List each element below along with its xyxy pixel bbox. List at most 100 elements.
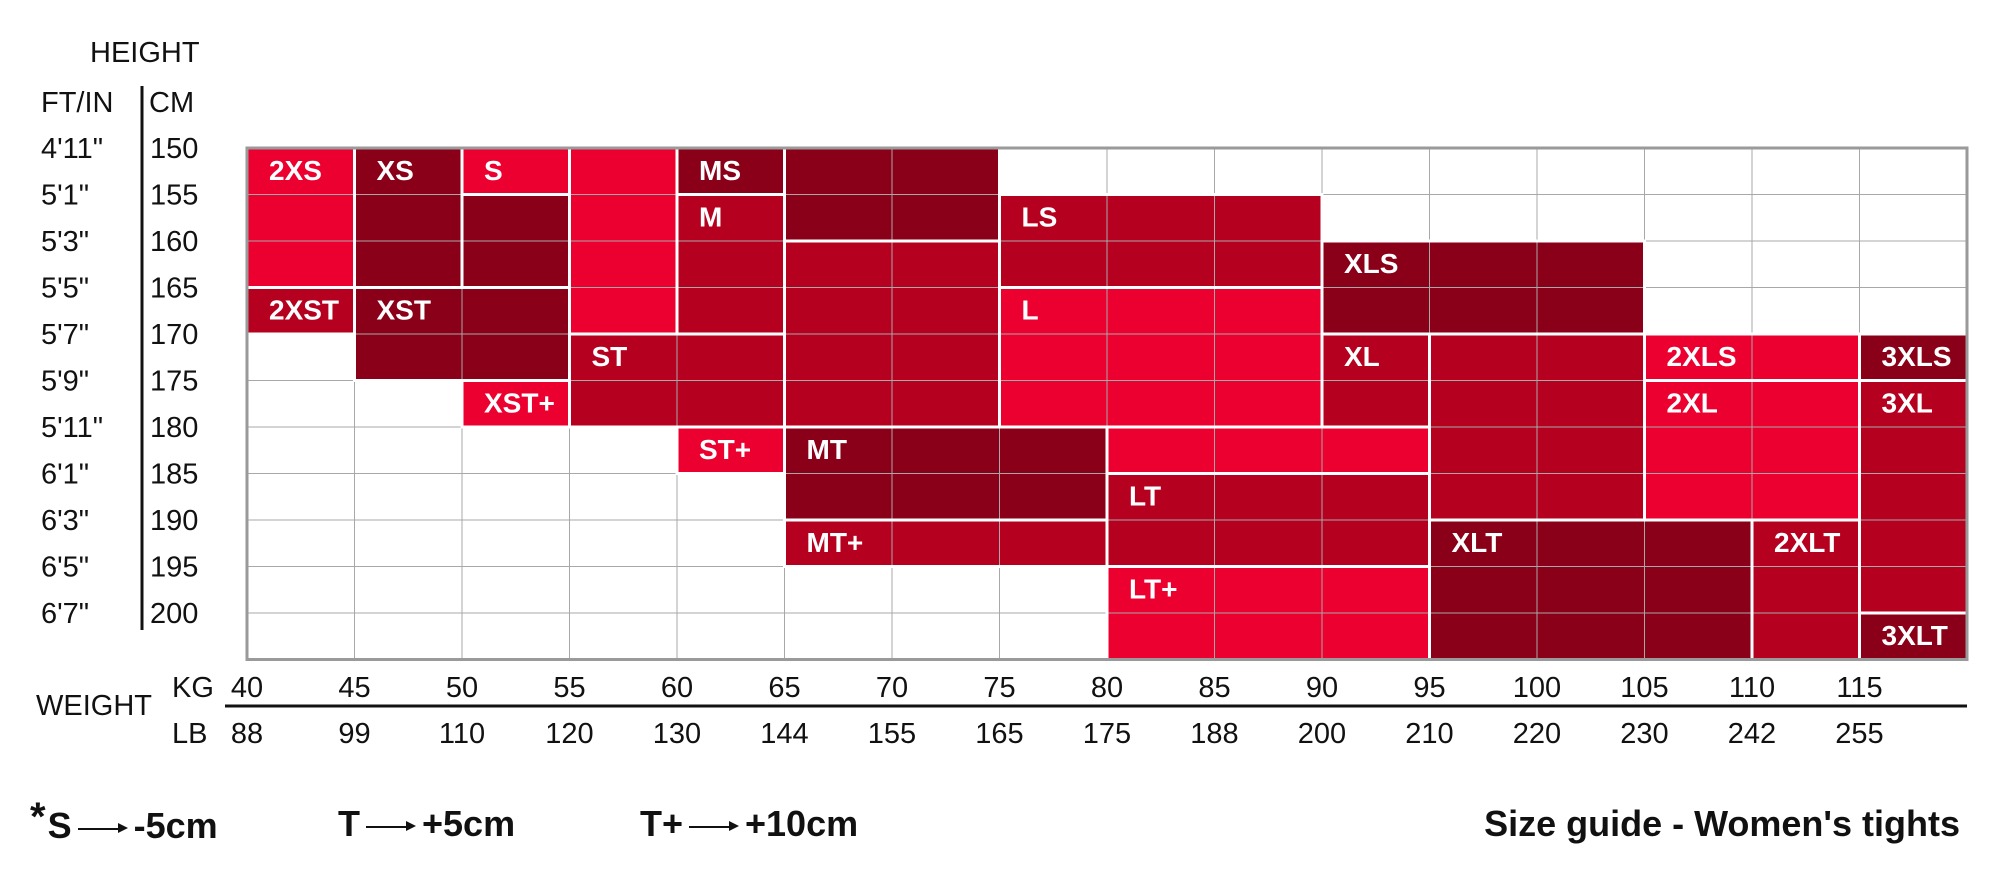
- zone-s-part-0: [462, 148, 570, 195]
- legend-s: *S -5cm: [30, 795, 218, 848]
- height-tick-ftin: 6'3": [41, 505, 89, 537]
- height-header: HEIGHT: [90, 37, 200, 69]
- legend-tplus-value: +10cm: [745, 803, 859, 844]
- axis-layer: HEIGHT FT/IN CM 4'11" 150 5'1" 155 5'3" 160 5'5" 1…: [36, 37, 1967, 750]
- weight-tick-lb: 165: [975, 718, 1023, 750]
- weight-tick-kg: 110: [1729, 672, 1775, 704]
- weight-tick-kg: 100: [1513, 672, 1561, 704]
- weight-tick-lb: 200: [1298, 718, 1346, 750]
- weight-unit-kg: KG: [172, 672, 214, 704]
- weight-tick-lb: 242: [1728, 718, 1776, 750]
- zone-label-3xls: 3XLS: [1882, 341, 1952, 372]
- zone-l-part-1: [1107, 427, 1430, 474]
- zone-label-st: ST: [592, 341, 628, 372]
- height-tick-cm: 160: [150, 226, 198, 258]
- zone-label-xst-plus: XST+: [484, 388, 555, 419]
- zone-xlt-part-0: [1429, 520, 1752, 660]
- weight-tick-lb: 130: [653, 718, 701, 750]
- arrow-right-icon: [77, 810, 128, 846]
- legend-s-key: S: [47, 805, 72, 846]
- legend-tplus-key: T+: [640, 803, 684, 844]
- weight-tick-kg: 75: [983, 672, 1015, 704]
- zone-2xlt-part-0: [1752, 520, 1860, 660]
- labels-layer: 2XS XS S 2XST XST ST XST+ ST+ MS M MT MT+ LS L LT LT+ XL…: [269, 155, 1952, 651]
- zone-label-xl: XL: [1344, 341, 1380, 372]
- zone-label-xst: XST: [377, 295, 431, 326]
- weight-tick-kg: 65: [768, 672, 800, 704]
- height-tick-cm: 185: [150, 459, 198, 491]
- zone-label-lt: LT: [1129, 481, 1161, 512]
- height-tick-ftin: 5'3": [41, 226, 89, 258]
- zone-label-3xlt: 3XLT: [1882, 620, 1948, 651]
- legend-tplus: T+ +10cm: [640, 803, 858, 845]
- weight-tick-kg: 55: [553, 672, 585, 704]
- arrow-right-icon: [689, 808, 740, 844]
- height-tick-ftin: 5'1": [41, 180, 89, 212]
- zone-label-xs: XS: [377, 155, 414, 186]
- legend-t: T +5cm: [338, 803, 515, 845]
- height-tick-cm: 180: [150, 412, 198, 444]
- zone-m-part-0: [677, 194, 785, 334]
- height-tick-cm: 170: [150, 319, 198, 351]
- legend-star: *: [30, 795, 46, 839]
- zone-label-3xl: 3XL: [1882, 388, 1933, 419]
- zone-label-2xl: 2XL: [1667, 388, 1718, 419]
- height-tick-cm: 175: [150, 366, 198, 398]
- zone-label-m: M: [699, 202, 722, 233]
- weight-tick-lb: 110: [439, 718, 485, 750]
- zone-3xls-part-0: [1859, 334, 1967, 381]
- grid-layer: [245, 146, 1969, 661]
- weight-tick-kg: 80: [1091, 672, 1123, 704]
- weight-tick-kg: 105: [1620, 672, 1668, 704]
- zone-border-xst-plus: [460, 379, 571, 429]
- zone-xs-part-0: [354, 148, 462, 288]
- zone-label-2xst: 2XST: [269, 295, 339, 326]
- weight-tick-lb: 175: [1083, 718, 1131, 750]
- zone-xst-plus-part-0: [462, 380, 570, 427]
- zone-mt-plus-part-0: [784, 520, 1107, 567]
- zone-label-xls: XLS: [1344, 248, 1398, 279]
- chart-frame: [245, 146, 1969, 661]
- zone-2xs-part-0: [247, 148, 355, 288]
- weight-tick-lb: 99: [338, 718, 370, 750]
- zone-3xlt-part-0: [1859, 613, 1967, 660]
- height-tick-ftin: 6'7": [41, 598, 89, 630]
- weight-tick-kg: 70: [876, 672, 908, 704]
- weight-tick-lb: 144: [760, 718, 808, 750]
- height-tick-ftin: 5'5": [41, 273, 89, 305]
- weight-tick-kg: 115: [1836, 672, 1882, 704]
- height-tick-cm: 150: [150, 133, 198, 165]
- height-tick-ftin: 5'9": [41, 366, 89, 398]
- height-tick-ftin: 5'11": [41, 412, 103, 444]
- height-tick-ftin: 6'1": [41, 459, 89, 491]
- legend-t-key: T: [338, 803, 360, 844]
- chart-title: Size guide - Women's tights: [1484, 803, 1960, 844]
- zone-label-s: S: [484, 155, 503, 186]
- height-unit-ftin: FT/IN: [41, 87, 114, 119]
- zone-label-mt: MT: [807, 434, 847, 465]
- weight-tick-kg: 85: [1198, 672, 1230, 704]
- zone-label-ms: MS: [699, 155, 741, 186]
- weight-tick-lb: 220: [1513, 718, 1561, 750]
- zone-l-part-0: [999, 287, 1322, 427]
- weight-tick-kg: 90: [1306, 672, 1338, 704]
- arrow-right-icon: [366, 808, 416, 844]
- zone-2xst-part-0: [247, 287, 355, 334]
- height-tick-cm: 165: [150, 273, 198, 305]
- height-tick-cm: 200: [150, 598, 198, 630]
- height-tick-ftin: 6'5": [41, 552, 89, 584]
- legend-t-value: +5cm: [422, 803, 516, 844]
- weight-tick-kg: 40: [231, 672, 263, 704]
- zone-3xl-part-0: [1859, 380, 1967, 613]
- weight-tick-lb: 255: [1835, 718, 1883, 750]
- zone-label-ls: LS: [1022, 202, 1058, 233]
- zone-label-2xls: 2XLS: [1667, 341, 1737, 372]
- zone-label-xlt: XLT: [1452, 527, 1503, 558]
- zone-label-lt-plus: LT+: [1129, 574, 1177, 605]
- height-tick-ftin: 4'11": [41, 133, 103, 165]
- zone-st-plus-part-0: [677, 427, 785, 474]
- weight-tick-lb: 120: [545, 718, 593, 750]
- zone-label-2xlt: 2XLT: [1774, 527, 1840, 558]
- weight-tick-kg: 95: [1413, 672, 1445, 704]
